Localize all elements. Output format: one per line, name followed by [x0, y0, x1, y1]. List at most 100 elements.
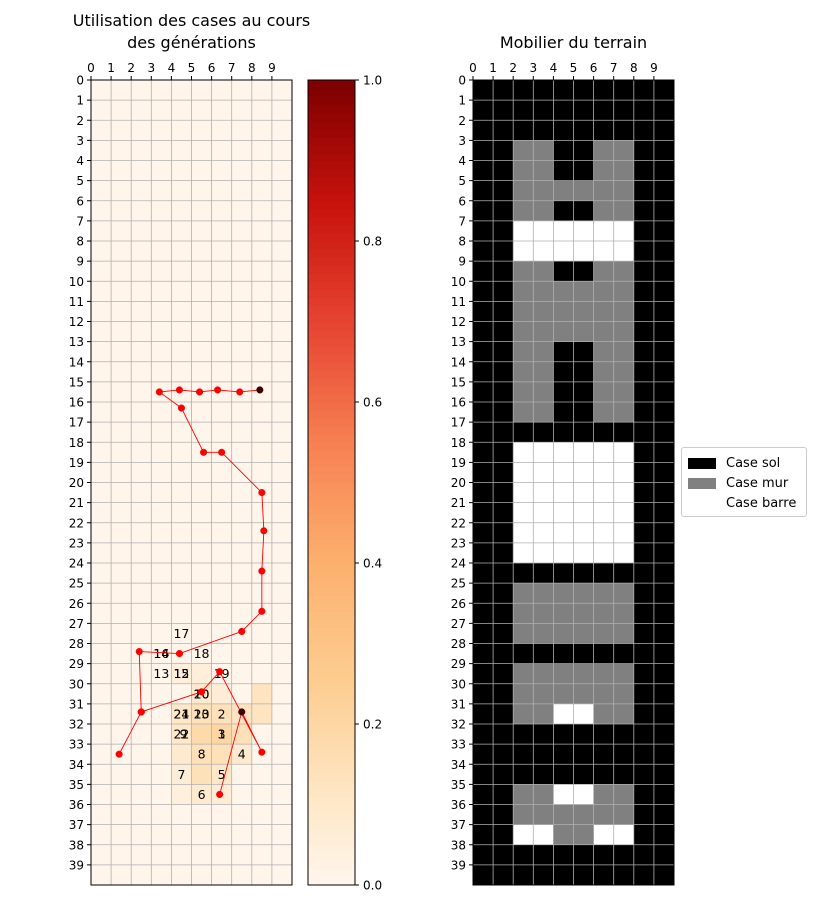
y-tick-label: 24: [69, 557, 84, 571]
terrain-cell: [573, 381, 594, 403]
terrain-cell: [473, 522, 494, 544]
terrain-cell: [573, 583, 594, 604]
colorbar-step: [308, 337, 355, 347]
terrain-cell: [593, 623, 614, 644]
x-tick-label: 2: [127, 61, 135, 75]
terrain-cell: [593, 663, 614, 685]
terrain-cell: [533, 583, 554, 604]
y-tick-label: 36: [451, 798, 466, 812]
y-tick-label: 33: [69, 738, 84, 752]
colorbar-step: [308, 321, 355, 331]
cell-annotation: 2: [218, 706, 226, 721]
trajectory-point: [198, 688, 206, 696]
trajectory-point: [238, 627, 246, 635]
colorbar-step: [308, 563, 355, 572]
colorbar-step: [308, 844, 355, 854]
y-tick-label: 0: [458, 74, 466, 88]
terrain-cell: [493, 160, 514, 181]
terrain-cell: [653, 241, 675, 262]
terrain-cell: [653, 140, 675, 161]
terrain-cell: [633, 824, 655, 846]
terrain-cell: [513, 80, 534, 101]
terrain-cell: [613, 784, 635, 805]
terrain-cell: [593, 502, 614, 524]
y-tick-label: 2: [76, 114, 84, 128]
terrain-cell: [513, 261, 534, 282]
y-tick-label: 18: [69, 436, 84, 450]
terrain-cell: [593, 261, 614, 282]
terrain-cell: [613, 341, 635, 363]
terrain-cell: [493, 744, 514, 765]
terrain-cell: [473, 844, 494, 866]
terrain-cell: [513, 301, 534, 322]
terrain-cell: [593, 844, 614, 866]
terrain-cell: [473, 764, 494, 785]
terrain-cell: [553, 804, 574, 825]
x-tick-label: 9: [268, 61, 276, 75]
y-tick-label: 17: [69, 416, 84, 430]
legend-swatch-mur: [688, 477, 716, 489]
colorbar-step: [308, 546, 355, 556]
terrain-cell: [633, 100, 655, 121]
y-tick-label: 39: [69, 858, 84, 872]
terrain-cell: [653, 321, 675, 342]
terrain-cell: [573, 764, 594, 785]
terrain-cell: [493, 663, 514, 685]
terrain-cell: [553, 281, 574, 302]
terrain-cell: [613, 402, 635, 423]
colorbar-step: [308, 345, 355, 355]
terrain-cell: [473, 241, 494, 262]
colorbar-step: [308, 675, 355, 685]
y-tick-label: 9: [76, 255, 84, 269]
terrain-cell: [533, 502, 554, 524]
terrain-cell: [633, 482, 655, 503]
terrain-cell: [613, 663, 635, 685]
trajectory-point: [216, 790, 224, 798]
terrain-cell: [593, 583, 614, 604]
y-tick-label: 37: [451, 818, 466, 832]
terrain-cell: [533, 804, 554, 825]
terrain-cell: [493, 764, 514, 785]
cell-annotation: 13: [153, 666, 169, 681]
terrain-cell: [553, 200, 574, 222]
terrain-cell: [553, 522, 574, 544]
colorbar-step: [308, 112, 355, 121]
terrain-cell: [493, 80, 514, 101]
terrain-cell: [473, 703, 494, 725]
terrain-cell: [533, 482, 554, 503]
colorbar-step: [308, 724, 355, 733]
terrain-cell: [613, 180, 635, 202]
terrain-cell: [633, 381, 655, 403]
terrain-cell: [633, 200, 655, 222]
colorbar-step: [308, 385, 355, 395]
terrain-cell: [513, 744, 534, 765]
terrain-cell: [513, 824, 534, 846]
terrain-cell: [533, 663, 554, 685]
terrain-cell: [493, 200, 514, 222]
terrain-cell: [473, 502, 494, 524]
terrain-cell: [533, 200, 554, 222]
terrain-cell: [513, 442, 534, 463]
terrain-cell: [573, 442, 594, 463]
terrain-cell: [593, 361, 614, 383]
x-tick-label: 4: [168, 61, 176, 75]
colorbar-step: [308, 80, 355, 89]
trajectory-point: [218, 448, 226, 456]
terrain-cell: [653, 844, 675, 866]
heat-cell: [191, 764, 212, 785]
terrain-cell: [553, 764, 574, 785]
terrain-cell: [553, 583, 574, 604]
terrain-cell: [593, 120, 614, 141]
trajectory-point: [256, 386, 264, 394]
terrain-cell: [653, 522, 675, 544]
terrain-cell: [513, 462, 534, 483]
colorbar-step: [308, 852, 355, 862]
terrain-cell: [473, 784, 494, 805]
terrain-cell: [613, 522, 635, 544]
y-tick-label: 9: [458, 255, 466, 269]
colorbar-step: [308, 764, 355, 773]
terrain-cell: [513, 321, 534, 342]
y-tick-label: 0: [76, 74, 84, 88]
trajectory-point: [115, 750, 123, 758]
terrain-cell: [553, 563, 574, 584]
